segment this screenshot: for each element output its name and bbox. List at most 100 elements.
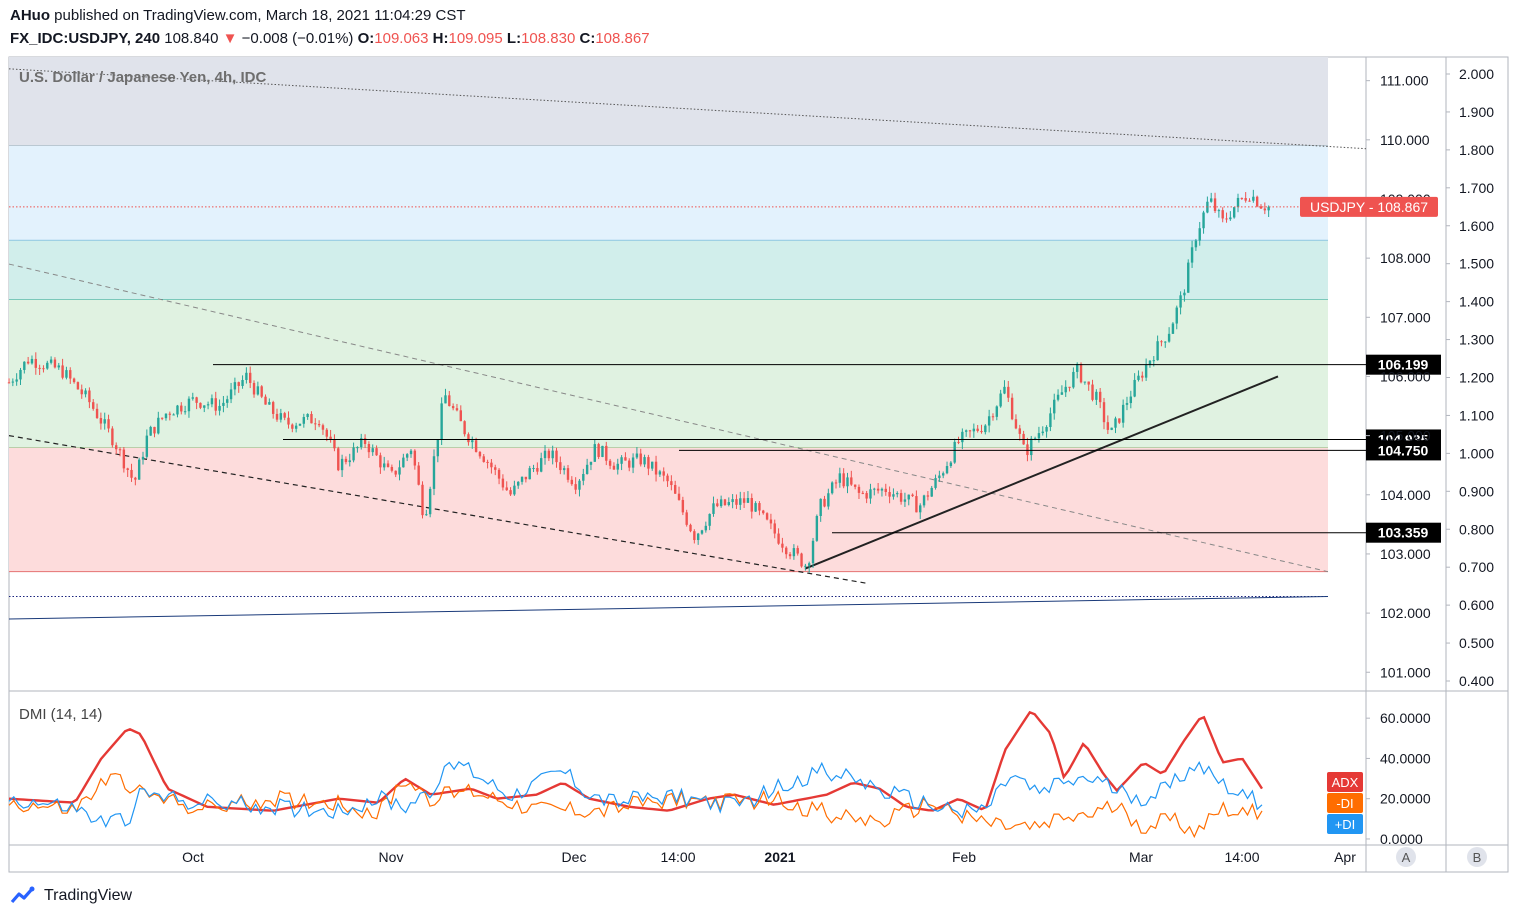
auto-scale-button[interactable]: A	[1396, 847, 1416, 867]
candle-body	[38, 367, 41, 369]
time-tick-label: Feb	[952, 849, 976, 865]
candle-body	[486, 461, 489, 463]
candle-body	[115, 445, 118, 450]
candle-body	[1098, 391, 1102, 403]
candle-body	[1072, 371, 1075, 388]
candle-body	[237, 382, 240, 386]
tradingview-branding[interactable]: TradingView	[10, 886, 132, 906]
secondary-tick-label: 0.700	[1459, 559, 1494, 575]
candle-body	[708, 513, 711, 526]
candle-body	[390, 466, 394, 471]
candle-body	[1160, 341, 1163, 343]
candle-body	[26, 361, 30, 364]
candle-body	[712, 503, 715, 514]
candle-body	[700, 530, 704, 534]
level-label-bg	[1366, 522, 1441, 543]
candle-body	[536, 467, 539, 472]
candle-body	[1137, 375, 1140, 380]
candle-body	[1202, 212, 1205, 229]
candle-body	[635, 453, 639, 458]
candle-body	[681, 499, 685, 513]
candle-body	[1041, 431, 1044, 434]
candle-body	[478, 451, 482, 457]
candle-body	[922, 495, 926, 506]
candle-body	[758, 503, 761, 511]
candle-body	[628, 460, 631, 468]
candle-body	[356, 447, 359, 449]
candle-body	[145, 435, 149, 457]
candle-body	[1068, 386, 1071, 388]
candle-body	[1232, 207, 1236, 218]
candle-body	[796, 548, 799, 554]
candle-body	[739, 498, 742, 505]
candle-body	[275, 413, 279, 420]
candle-body	[1064, 386, 1067, 393]
indicator-title: DMI (14, 14)	[19, 706, 102, 723]
candle-body	[631, 457, 635, 468]
candle-body	[1014, 419, 1018, 429]
candle-body	[968, 430, 972, 432]
candle-body	[1056, 394, 1060, 400]
candle-body	[1190, 247, 1194, 263]
candle-body	[333, 440, 336, 449]
candle-body	[321, 425, 325, 430]
candle-body	[570, 479, 574, 485]
candle-body	[398, 467, 401, 475]
candle-body	[1175, 307, 1178, 324]
secondary-tick-label: 1.100	[1459, 407, 1494, 423]
last-price-label-bg	[1300, 196, 1438, 217]
indicator-tick-label: 0.0000	[1380, 831, 1423, 847]
log-scale-button[interactable]: B	[1467, 847, 1487, 867]
candle-body	[471, 440, 474, 443]
candle-body	[80, 389, 83, 395]
candle-body	[160, 417, 164, 419]
price-tick-label: 110.000	[1380, 132, 1430, 148]
candle-body	[405, 454, 409, 458]
candle-body	[942, 473, 945, 476]
candle-body	[1141, 375, 1144, 378]
candle-body	[363, 438, 367, 445]
candle-body	[673, 485, 677, 494]
secondary-tick-label: 2.000	[1459, 66, 1494, 82]
candle-body	[547, 450, 551, 459]
candle-body	[1076, 363, 1079, 372]
tradingview-logo-icon	[10, 886, 35, 904]
candle-body	[103, 419, 106, 424]
candle-body	[325, 429, 328, 437]
candle-body	[271, 402, 275, 414]
candle-body	[1144, 364, 1148, 378]
candle-body	[130, 469, 133, 478]
candle-body	[348, 460, 351, 463]
candle-body	[1252, 196, 1255, 201]
candle-body	[980, 430, 983, 433]
candle-body	[1259, 206, 1263, 209]
candle-body	[1095, 391, 1098, 400]
candle-body	[505, 487, 508, 491]
candle-body	[873, 488, 876, 490]
candle-body	[857, 486, 861, 493]
candle-body	[1248, 200, 1251, 202]
candle-body	[903, 499, 907, 502]
candle-body	[513, 485, 516, 495]
candle-body	[605, 445, 608, 461]
candle-body	[118, 449, 122, 451]
open-value: 109.063	[374, 30, 429, 47]
candle-body	[976, 428, 979, 431]
candle-body	[551, 450, 554, 459]
candle-body	[402, 457, 405, 468]
candle-body	[1217, 210, 1221, 212]
ohlc-legend: FX_IDC:USDJPY, 240 108.840 ▼ −0.008 (−0.…	[10, 30, 650, 47]
candle-body	[919, 505, 922, 513]
candle-body	[302, 417, 306, 424]
candle-body	[765, 513, 769, 520]
author-name[interactable]: AHuo	[10, 7, 50, 24]
candle-body	[294, 425, 298, 429]
change-arrow-icon: ▼	[222, 30, 238, 47]
candle-body	[494, 467, 497, 470]
series-tag-bg	[1327, 814, 1363, 834]
candle-body	[685, 512, 688, 525]
candle-body	[892, 494, 895, 497]
candle-body	[76, 382, 80, 390]
candle-body	[750, 498, 753, 512]
